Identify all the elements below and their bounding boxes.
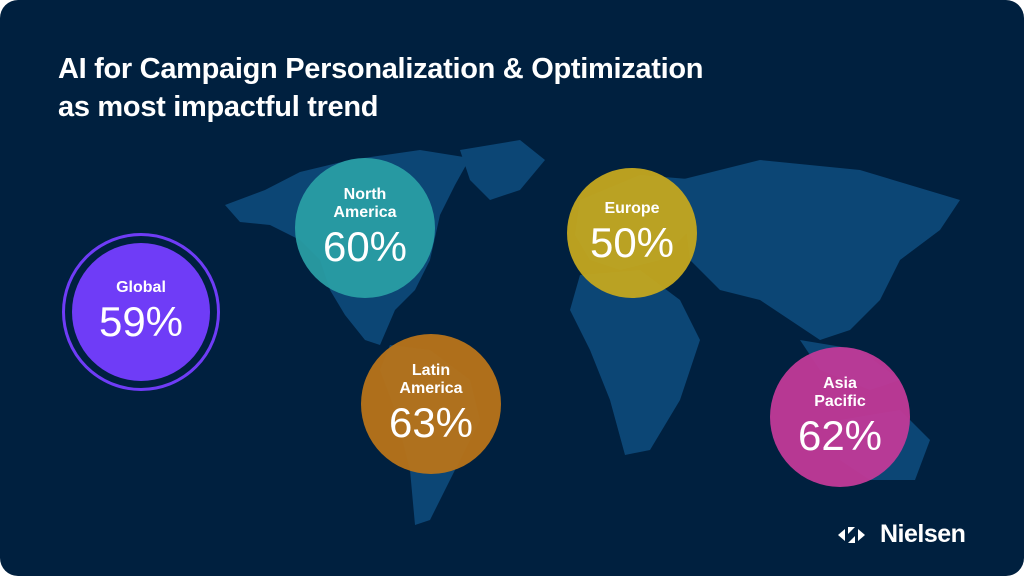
bubble-label: Pacific [814,393,866,410]
bubble-latin-america: Latin America 63% [361,334,501,474]
bubble-asia-pacific: Asia Pacific 62% [770,347,910,487]
bubble-value: 59% [98,298,184,345]
global-bubble-ring [62,233,220,391]
bubble-label: America [399,380,463,397]
bubble-label: North [343,186,387,203]
bubble-label: Asia [823,375,857,392]
bubble-value: 50% [589,219,675,266]
bubble-value: 63% [388,399,474,446]
bubble-label: Global [116,279,166,296]
nielsen-logo: Nielsen [838,520,966,549]
map-greenland [460,140,545,200]
bubble-north-america: North America 60% [295,158,435,298]
bubble-global: Global 59% [72,243,210,381]
map-asia [680,160,960,340]
page-title: AI for Campaign Personalization & Optimi… [58,50,704,126]
bubble-label: America [333,204,397,221]
bubble-value: 62% [797,412,883,459]
nielsen-logo-icon [838,526,865,543]
bubble-europe: Europe 50% [567,168,697,298]
bubble-value: 60% [322,223,408,270]
bubble-label: Europe [604,200,660,217]
title-line-1: AI for Campaign Personalization & Optimi… [58,53,704,85]
title-line-2: as most impactful trend [58,91,379,123]
bubble-label: Latin [411,362,451,379]
map-africa [570,270,700,455]
brand-name: Nielsen [880,520,966,548]
